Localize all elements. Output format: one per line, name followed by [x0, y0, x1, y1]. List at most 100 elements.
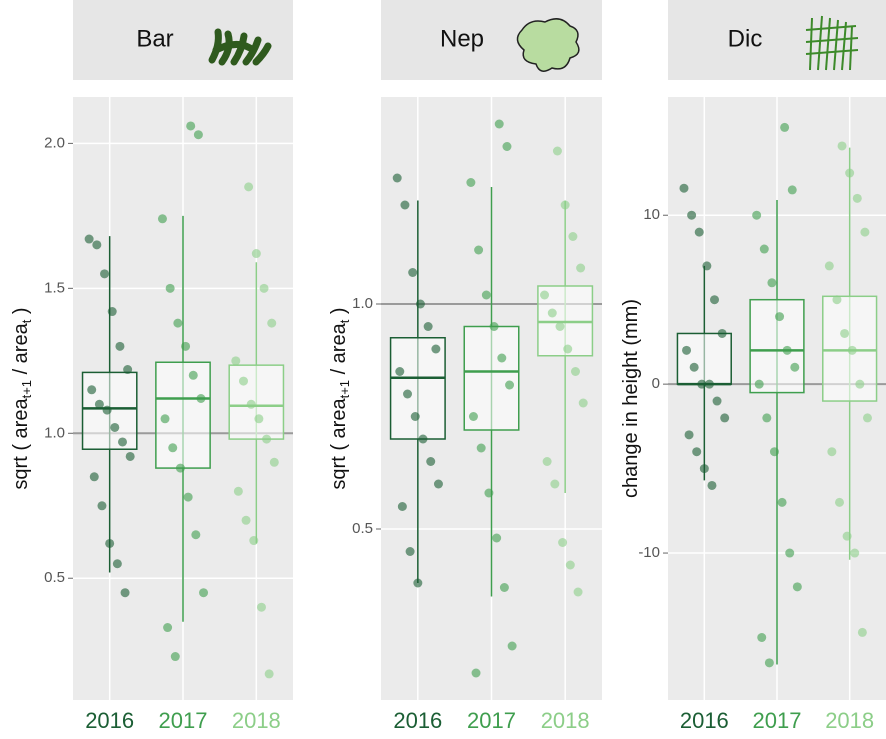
data-point — [188, 370, 198, 380]
y-axis-title: sqrt ( areat+1 / areat ) — [10, 307, 34, 489]
data-point — [679, 183, 689, 193]
data-point — [855, 379, 865, 389]
data-point — [507, 641, 517, 651]
data-point — [262, 434, 272, 444]
data-point — [168, 443, 178, 453]
x-tick-label: 2016 — [393, 708, 442, 733]
y-axis-title-part: / area — [10, 322, 32, 380]
data-point — [160, 414, 170, 424]
x-tick-label: 2018 — [825, 708, 874, 733]
x-tick-label: 2017 — [753, 708, 802, 733]
data-point — [123, 365, 133, 375]
box — [228, 364, 285, 440]
y-axis-title-part: t — [337, 319, 352, 323]
data-point — [754, 379, 764, 389]
data-point — [105, 538, 115, 548]
y-tick-label: 1.5 — [44, 279, 65, 296]
data-point — [576, 263, 586, 273]
data-point — [481, 290, 491, 300]
data-point — [550, 479, 560, 489]
y-tick-label: 1.0 — [352, 295, 373, 312]
y-tick-label: 10 — [643, 206, 660, 223]
y-tick-label: 1.0 — [44, 424, 65, 441]
data-point — [433, 479, 443, 489]
data-point — [193, 130, 203, 140]
data-point — [267, 318, 277, 328]
data-point — [699, 464, 709, 474]
data-point — [403, 389, 413, 399]
icon-nep — [516, 18, 580, 72]
data-point — [573, 587, 583, 597]
data-point — [790, 362, 800, 372]
data-point — [777, 497, 787, 507]
data-point — [759, 244, 769, 254]
x-tick-label: 2017 — [159, 708, 208, 733]
data-point — [175, 463, 185, 473]
data-point — [87, 385, 97, 395]
data-point — [233, 486, 243, 496]
data-point — [494, 119, 504, 129]
y-axis-title-part: sqrt ( area — [328, 398, 350, 490]
data-point — [720, 413, 730, 423]
data-point — [484, 488, 494, 498]
data-point — [231, 356, 241, 366]
y-axis-title-part: change in height (mm) — [620, 299, 642, 498]
y-tick-label: -10 — [638, 544, 660, 561]
y-axis-title-part: / area — [328, 322, 350, 380]
strip — [668, 0, 886, 80]
data-point — [186, 121, 196, 131]
strip-title: Bar — [136, 25, 173, 52]
y-axis-title: change in height (mm) — [620, 299, 642, 498]
data-point — [787, 185, 797, 195]
data-point — [199, 588, 209, 598]
data-point — [269, 457, 279, 467]
data-point — [170, 652, 180, 662]
y-tick-label: 0 — [652, 375, 660, 392]
data-point — [860, 227, 870, 237]
strip-title: Nep — [440, 25, 484, 52]
data-point — [256, 602, 266, 612]
data-point — [555, 322, 565, 331]
data-point — [241, 515, 251, 525]
data-point — [702, 261, 712, 271]
data-point — [832, 295, 842, 305]
data-point — [712, 396, 722, 406]
data-point — [692, 447, 702, 457]
data-point — [764, 658, 774, 668]
data-point — [474, 245, 484, 255]
data-point — [392, 173, 402, 183]
data-point — [249, 536, 259, 546]
y-tick-label: 0.5 — [44, 569, 65, 586]
data-point — [827, 447, 837, 457]
data-point — [850, 548, 860, 558]
data-point — [505, 380, 515, 390]
data-point — [115, 341, 125, 351]
y-axis-title-part: t — [19, 319, 34, 323]
data-point — [710, 295, 720, 305]
data-point — [499, 583, 509, 592]
data-point — [251, 249, 261, 259]
data-point — [89, 472, 99, 482]
x-tick-label: 2017 — [467, 708, 516, 733]
data-point — [418, 434, 428, 444]
data-point — [560, 200, 570, 210]
data-point — [762, 413, 772, 423]
data-point — [502, 142, 512, 151]
data-point — [857, 627, 867, 637]
data-point — [183, 492, 193, 502]
data-point — [578, 398, 588, 408]
data-point — [687, 210, 697, 220]
data-point — [834, 497, 844, 507]
data-point — [254, 414, 264, 424]
data-point — [408, 268, 418, 277]
data-point — [92, 240, 102, 250]
data-point — [246, 399, 256, 409]
data-point — [570, 367, 580, 376]
data-point — [181, 341, 191, 351]
data-point — [769, 447, 779, 457]
data-point — [542, 457, 552, 466]
data-point — [862, 413, 872, 423]
strip-title: Dic — [728, 25, 763, 52]
data-point — [466, 178, 476, 187]
